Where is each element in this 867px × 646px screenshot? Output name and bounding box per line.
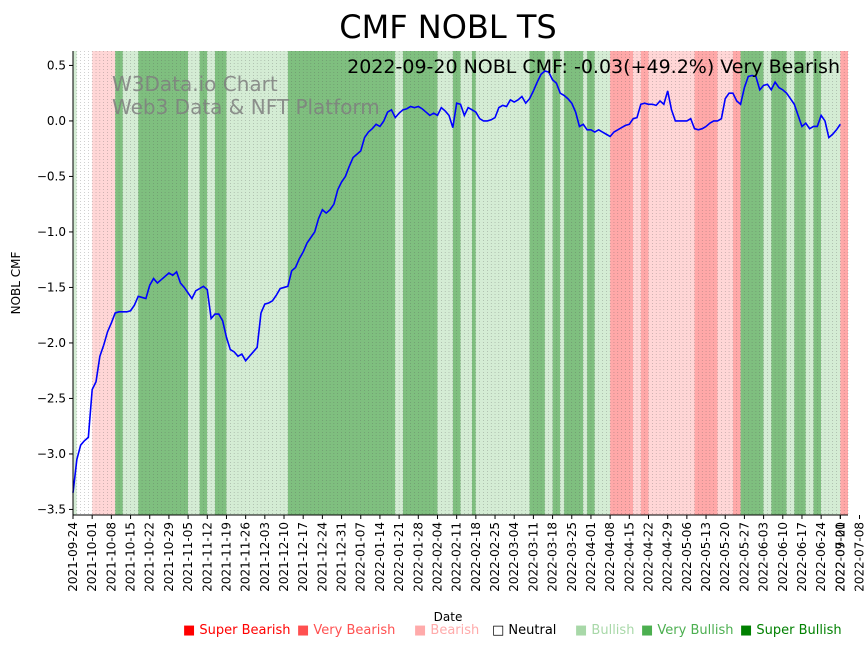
legend-item: ■ Very Bullish xyxy=(641,623,733,638)
x-tick-label: 2022-05-13 xyxy=(699,522,713,592)
legend-swatch-icon: ■ xyxy=(740,623,756,638)
latest-value-annotation: 2022-09-20 NOBL CMF: -0.03(+49.2%) Very … xyxy=(347,56,840,78)
y-tick-label: −3.5 xyxy=(37,502,66,516)
x-tick-label: 2021-12-31 xyxy=(335,522,349,592)
legend-swatch-icon: ■ xyxy=(183,623,199,638)
x-tick-label: 2021-10-22 xyxy=(143,522,157,592)
x-tick-label: 2022-04-01 xyxy=(584,522,598,592)
legend-swatch-icon: □ xyxy=(492,623,508,638)
x-tick-label: 2022-03-11 xyxy=(526,522,540,592)
legend-swatch-icon: ■ xyxy=(414,623,430,638)
y-tick-label: 0.5 xyxy=(47,58,66,72)
x-tick-label: 2021-09-24 xyxy=(66,522,80,592)
band-very-bullish xyxy=(214,51,227,515)
x-tick-label: 2022-01-21 xyxy=(392,522,406,592)
x-tick-label: 2021-12-03 xyxy=(258,522,272,592)
x-tick-label: 2022-04-22 xyxy=(641,522,655,592)
x-tick-label: 2021-10-08 xyxy=(104,522,118,592)
date-gridlines xyxy=(72,51,849,515)
y-tick-label: −2.5 xyxy=(37,391,66,405)
y-tick-label: −2.0 xyxy=(37,336,66,350)
x-tick-label: 2022-03-25 xyxy=(565,522,579,592)
x-tick-label: 2022-05-06 xyxy=(680,522,694,592)
legend-item: □ Neutral xyxy=(492,623,556,638)
x-tick-label: 2022-06-03 xyxy=(757,522,771,592)
x-tick-label: 2021-12-10 xyxy=(277,522,291,592)
legend-label: Neutral xyxy=(508,623,556,638)
y-tick-label: −1.5 xyxy=(37,280,66,294)
x-tick-label: 2022-07-08 xyxy=(853,522,867,592)
axes xyxy=(72,51,848,516)
band-bullish xyxy=(560,51,565,515)
legend-item: ■ Very Bearish xyxy=(297,623,395,638)
legend-label: Super Bullish xyxy=(756,623,841,638)
watermark-line-2: Web3 Data & NFT Platform xyxy=(112,95,380,119)
x-tick-label: 2021-12-17 xyxy=(296,522,310,592)
legend-item: ■ Super Bearish xyxy=(183,623,291,638)
band-very-bullish xyxy=(794,51,806,515)
legend-label: Bullish xyxy=(591,623,634,638)
legend-swatch-icon: ■ xyxy=(641,623,657,638)
x-tick-label: 2022-02-18 xyxy=(469,522,483,592)
y-tick-label: −3.0 xyxy=(37,447,66,461)
x-tick-label: 2022-05-27 xyxy=(737,522,751,592)
x-axis-label: Date xyxy=(434,610,463,624)
y-axis-label: NOBL CMF xyxy=(9,252,23,315)
cmf-series xyxy=(72,70,841,493)
x-tick-label: 2022-06-17 xyxy=(795,522,809,592)
x-tick-label: 2022-02-11 xyxy=(450,522,464,592)
band-bullish xyxy=(821,51,841,515)
legend-label: Very Bullish xyxy=(657,623,733,638)
band-bullish xyxy=(188,51,200,515)
legend-label: Super Bearish xyxy=(199,623,290,638)
x-tick-label: 2021-12-24 xyxy=(315,522,329,592)
cmf-line xyxy=(72,70,841,493)
x-tick-label: 2022-06-10 xyxy=(776,522,790,592)
x-tick-label: 2021-10-29 xyxy=(162,522,176,592)
y-axis-ticks: 0.5 0.0 −0.5 −1.0 −1.5 −2.0 −2.5 −3.0 −3.5 xyxy=(37,58,73,516)
x-tick-label: 2022-06-24 xyxy=(814,522,828,592)
x-tick-label: 2022-04-29 xyxy=(661,522,675,592)
x-tick-label: 2022-01-14 xyxy=(373,522,387,592)
band-bullish xyxy=(460,51,473,515)
x-tick-label: 2022-09-20 xyxy=(833,522,847,592)
watermark-line-1: W3Data.io Chart xyxy=(112,72,278,96)
legend: ■ Super Bearish ■ Very Bearish ■ Bearish □ … xyxy=(183,623,842,638)
x-tick-label: 2021-11-05 xyxy=(181,522,195,592)
y-tick-label: −0.5 xyxy=(37,169,66,183)
x-tick-label: 2022-02-04 xyxy=(430,522,444,592)
legend-item: ■ Bullish xyxy=(575,623,634,638)
legend-label: Bearish xyxy=(430,623,479,638)
x-tick-label: 2022-02-25 xyxy=(488,522,502,592)
band-bullish xyxy=(73,51,77,515)
y-tick-label: 0.0 xyxy=(47,114,66,128)
y-tick-label: −1.0 xyxy=(37,225,66,239)
x-tick-label: 2022-01-07 xyxy=(354,522,368,592)
x-tick-label: 2022-04-08 xyxy=(603,522,617,592)
x-tick-label: 2022-03-18 xyxy=(546,522,560,592)
band-bullish xyxy=(583,51,588,515)
x-tick-label: 2022-03-04 xyxy=(507,522,521,592)
legend-swatch-icon: ■ xyxy=(575,623,591,638)
x-tick-label: 2022-04-15 xyxy=(622,522,636,592)
x-tick-label: 2022-01-28 xyxy=(411,522,425,592)
x-tick-label: 2021-10-15 xyxy=(124,522,138,592)
x-tick-label: 2021-11-26 xyxy=(239,522,253,592)
legend-item: ■ Bearish xyxy=(414,623,479,638)
x-tick-label: 2022-07-01 xyxy=(833,522,847,592)
band-very-bullish xyxy=(472,51,476,515)
x-tick-label: 2021-10-01 xyxy=(85,522,99,592)
band-very-bullish xyxy=(402,51,438,515)
x-tick-label: 2021-11-12 xyxy=(200,522,214,592)
x-tick-label: 2022-05-20 xyxy=(718,522,732,592)
x-tick-label: 2021-11-19 xyxy=(219,522,233,592)
x-axis-ticks: 2021-09-24 2021-10-01 2021-10-08 2021-10-15… xyxy=(66,515,867,592)
legend-item: ■ Super Bullish xyxy=(740,623,842,638)
legend-swatch-icon: ■ xyxy=(297,623,313,638)
chart-title: CMF NOBL TS xyxy=(339,8,556,46)
legend-label: Very Bearish xyxy=(313,623,395,638)
band-very-bullish xyxy=(564,51,584,515)
